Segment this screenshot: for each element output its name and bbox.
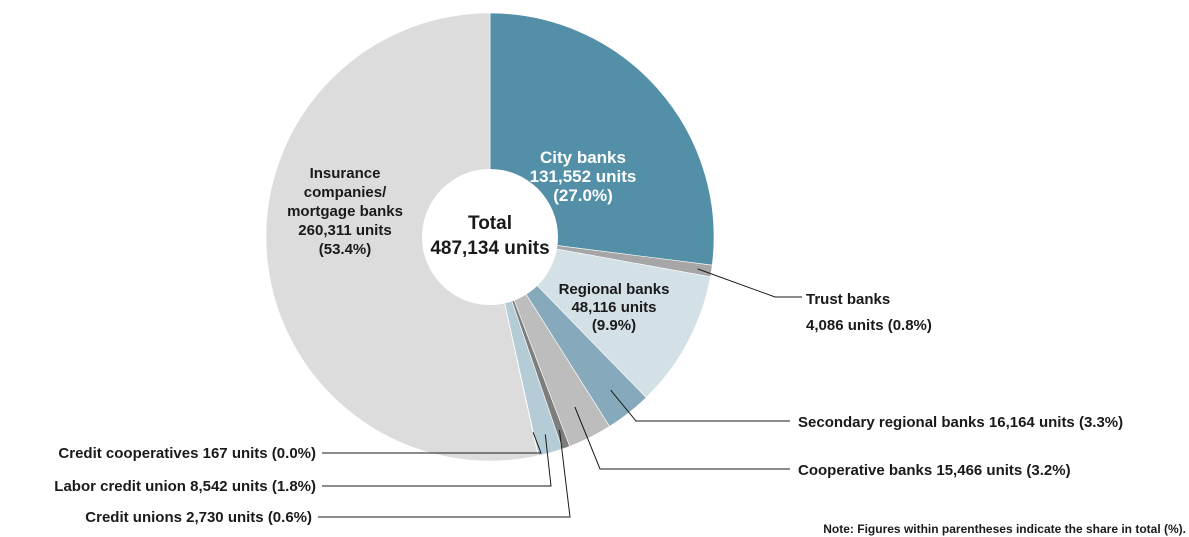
- leader-line-trust-banks: [697, 268, 802, 298]
- center-label-total: 487,134 units: [430, 238, 549, 259]
- slice-label-secondary-regional-banks: Secondary regional banks 16,164 units (3…: [798, 414, 1123, 431]
- leader-line-credit-unions: [318, 429, 571, 518]
- donut-hole: [422, 169, 558, 305]
- leader-line-cooperative-banks: [574, 406, 790, 470]
- chart-note: Note: Figures within parentheses indicat…: [823, 522, 1186, 536]
- slice-label-credit-cooperatives: Credit cooperatives 167 units (0.0%): [58, 445, 316, 462]
- slice-label-trust-banks: Trust banks 4,086 units (0.8%): [806, 291, 932, 334]
- slice-label-cooperative-banks: Cooperative banks 15,466 units (3.2%): [798, 462, 1071, 479]
- slice-label-labor-credit-union: Labor credit union 8,542 units (1.8%): [54, 478, 316, 495]
- slice-label-city-banks: City banks 131,552 units (27.0%): [530, 148, 637, 205]
- slice-labels: City banks 131,552 units (27.0%) Regional b…: [54, 148, 1123, 526]
- leader-lines: [318, 268, 802, 518]
- leader-line-credit-cooperatives: [322, 432, 542, 454]
- slice-label-regional-banks: Regional banks 48,116 units (9.9%): [559, 281, 670, 334]
- slice-label-insurance-companies-mortgage-banks: Insurance companies/mortgage banks 260,311…: [287, 165, 403, 258]
- slice-label-credit-unions: Credit unions 2,730 units (0.6%): [85, 509, 312, 526]
- slice-regional-banks: [489, 236, 711, 399]
- leader-line-secondary-regional-banks: [610, 389, 790, 422]
- leader-line-labor-credit-union: [322, 434, 552, 487]
- center-label-title: Total: [468, 213, 512, 234]
